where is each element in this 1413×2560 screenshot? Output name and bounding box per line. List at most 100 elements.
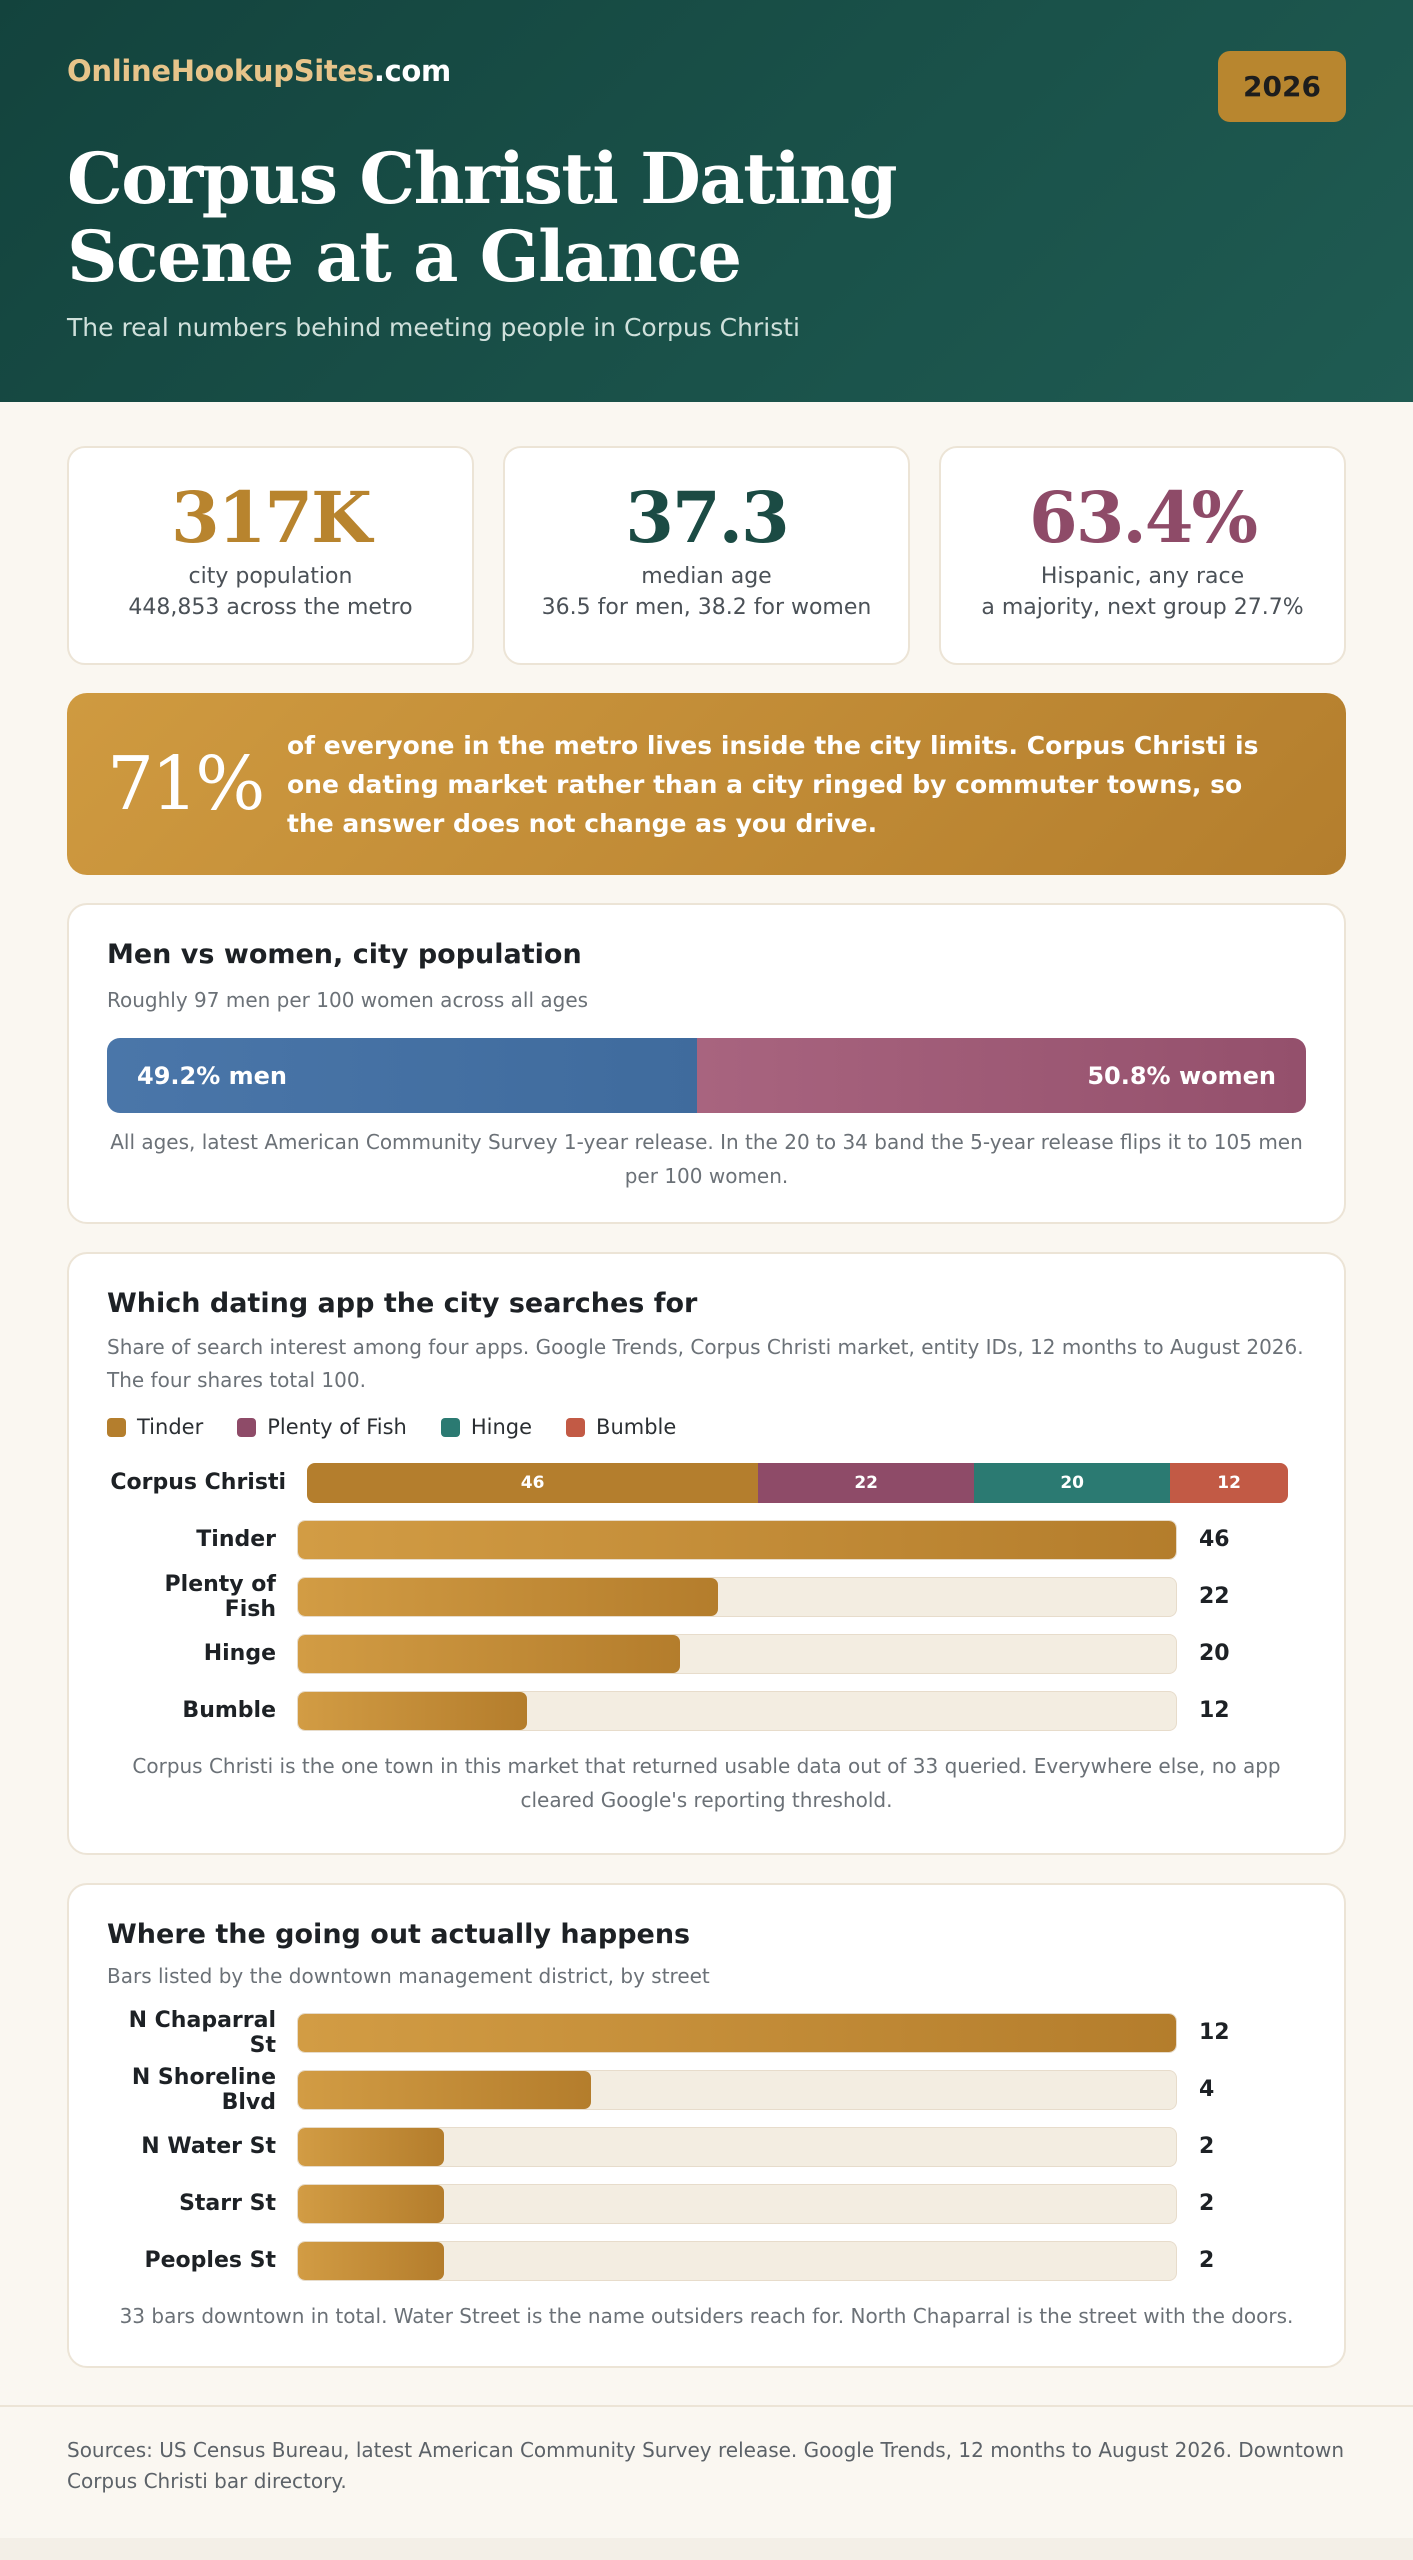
legend-swatch: [566, 1417, 586, 1437]
bar-row-n-shoreline-blvd: N Shoreline Blvd 4: [107, 2061, 1306, 2118]
bar-row-bumble: Bumble 12: [107, 1682, 1306, 1739]
bar-fill: [298, 2070, 591, 2109]
bar-row-plenty-of-fish: Plenty of Fish 22: [107, 1568, 1306, 1625]
bar-value: 2: [1199, 2191, 1215, 2216]
legend-label: Plenty of Fish: [267, 1415, 407, 1439]
legend-swatch: [237, 1417, 257, 1437]
bar-row-n-water-st: N Water St 2: [107, 2118, 1306, 2175]
page-title: Corpus Christi Dating Scene at a Glance: [67, 140, 967, 296]
bar-row-peoples-st: Peoples St 2: [107, 2232, 1306, 2289]
stack-segment-plenty-of-fish: 22: [758, 1462, 975, 1503]
bar-row-hinge: Hinge 20: [107, 1625, 1306, 1682]
bar-value: 4: [1199, 2077, 1215, 2102]
page-subtitle: The real numbers behind meeting people i…: [67, 313, 800, 342]
stat-detail: 36.5 for men, 38.2 for women: [541, 595, 872, 620]
bar-fill: [298, 1634, 680, 1673]
bar-row-n-chaparral-st: N Chaparral St 12: [107, 2004, 1306, 2061]
stacked-row-label: Corpus Christi: [110, 1470, 286, 1495]
title-line-1: Corpus Christi Dating: [67, 137, 898, 220]
bar-label: Starr St: [179, 2191, 276, 2216]
bar-value: 12: [1199, 1698, 1230, 1723]
stat-value: 317K: [171, 476, 372, 559]
legend-item-hinge: Hinge: [440, 1415, 533, 1439]
legend-label: Hinge: [470, 1415, 533, 1439]
stack-segment-tinder: 46: [307, 1462, 759, 1503]
brand-name: OnlineHookupSites: [67, 54, 374, 88]
panel-note: 33 bars downtown in total. Water Street …: [119, 2304, 1294, 2328]
bar-track: [297, 1633, 1177, 1674]
legend-swatch: [440, 1417, 460, 1437]
bar-label: N Water St: [141, 2134, 276, 2159]
streets-bar-chart: N Chaparral St 12 N Shoreline Blvd 4 N Water…: [107, 2004, 1306, 2289]
brand-logo[interactable]: OnlineHookupSites.com: [67, 54, 1346, 88]
bar-label: N Chaparral St: [128, 2007, 276, 2058]
panel-subtitle: Share of search interest among four apps…: [107, 1335, 1304, 1392]
legend-item-tinder: Tinder: [107, 1415, 203, 1439]
dating-apps-panel: Which dating app the city searches for S…: [67, 1252, 1346, 1855]
sex-ratio-panel: Men vs women, city population Roughly 97…: [67, 903, 1346, 1224]
bar-row-tinder: Tinder 46: [107, 1511, 1306, 1568]
title-line-2: Scene at a Glance: [67, 215, 742, 298]
header-hero: OnlineHookupSites.com 2026 Corpus Christ…: [0, 0, 1413, 402]
stack-segment-bumble: 12: [1170, 1462, 1288, 1503]
panel-subtitle: Roughly 97 men per 100 women across all …: [107, 988, 589, 1012]
bar-fill: [298, 2013, 1176, 2052]
bar-track: [297, 2240, 1177, 2281]
stat-detail: 448,853 across the metro: [128, 595, 413, 620]
stacked-row: Corpus Christi 46 22 20 12: [107, 1454, 1306, 1511]
bar-label: Plenty of Fish: [164, 1571, 276, 1622]
legend-label: Tinder: [137, 1415, 204, 1439]
stat-label: Hispanic, any race: [1040, 564, 1245, 589]
bar-value: 46: [1199, 1527, 1230, 1552]
bar-fill: [298, 2241, 445, 2280]
panel-title: Men vs women, city population: [107, 939, 582, 970]
bar-row-starr-st: Starr St 2: [107, 2175, 1306, 2232]
bar-track: [297, 1519, 1177, 1560]
stat-value: 37.3: [625, 476, 790, 559]
bar-fill: [298, 2127, 445, 2166]
stack-segment-hinge: 20: [974, 1462, 1171, 1503]
legend-item-plenty-of-fish: Plenty of Fish: [237, 1415, 407, 1439]
bar-track: [297, 1576, 1177, 1617]
bar-track: [297, 2183, 1177, 2224]
panel-note: Corpus Christi is the one town in this m…: [132, 1754, 1281, 1812]
brand-domain: .com: [373, 54, 451, 88]
stat-value: 63.4%: [1028, 476, 1258, 559]
bar-label: Peoples St: [144, 2248, 276, 2273]
bar-fill: [298, 1691, 528, 1730]
bar-track: [297, 1690, 1177, 1731]
apps-bar-chart: Tinder 46 Plenty of Fish 22 Hinge 20 Bumble 12: [107, 1511, 1306, 1739]
stat-detail: a majority, next group 27.7%: [981, 595, 1304, 620]
stat-cards: 317K city population 448,853 across the …: [67, 446, 1346, 665]
bar-track: [297, 2069, 1177, 2110]
panel-note: All ages, latest American Community Surv…: [110, 1130, 1303, 1188]
bar-label: Tinder: [196, 1527, 276, 1552]
women-segment: 50.8% women: [696, 1038, 1306, 1113]
year-badge: 2026: [1218, 51, 1346, 122]
sex-split-bar: 49.2% men 50.8% women: [107, 1038, 1306, 1113]
stat-card-median-age: 37.3 median age 36.5 for men, 38.2 for w…: [503, 446, 910, 665]
bar-fill: [298, 2184, 445, 2223]
sources-footer: Sources: US Census Bureau, latest Americ…: [0, 2405, 1413, 2497]
bar-value: 2: [1199, 2134, 1215, 2159]
bar-fill: [298, 1577, 718, 1616]
callout-text: of everyone in the metro lives inside th…: [287, 730, 1259, 838]
stacked-bar: 46 22 20 12: [307, 1462, 1288, 1503]
downtown-bars-panel: Where the going out actually happens Bar…: [67, 1883, 1346, 2368]
bar-fill: [298, 1520, 1176, 1559]
chart-legend: Tinder Plenty of Fish Hinge Bumble: [107, 1415, 1306, 1439]
bar-label: Hinge: [203, 1641, 276, 1666]
panel-subtitle: Bars listed by the downtown management d…: [107, 1964, 710, 1988]
stat-card-hispanic: 63.4% Hispanic, any race a majority, nex…: [939, 446, 1346, 665]
legend-label: Bumble: [596, 1415, 677, 1439]
apps-stacked-chart: Corpus Christi 46 22 20 12: [107, 1454, 1306, 1511]
legend-swatch: [107, 1417, 126, 1437]
stat-label: median age: [641, 564, 772, 589]
bar-track: [297, 2012, 1177, 2053]
stat-card-population: 317K city population 448,853 across the …: [67, 446, 474, 665]
legend-item-bumble: Bumble: [566, 1415, 676, 1439]
bar-label: N Shoreline Blvd: [131, 2064, 276, 2115]
panel-title: Which dating app the city searches for: [107, 1288, 698, 1319]
bar-value: 20: [1199, 1641, 1230, 1666]
